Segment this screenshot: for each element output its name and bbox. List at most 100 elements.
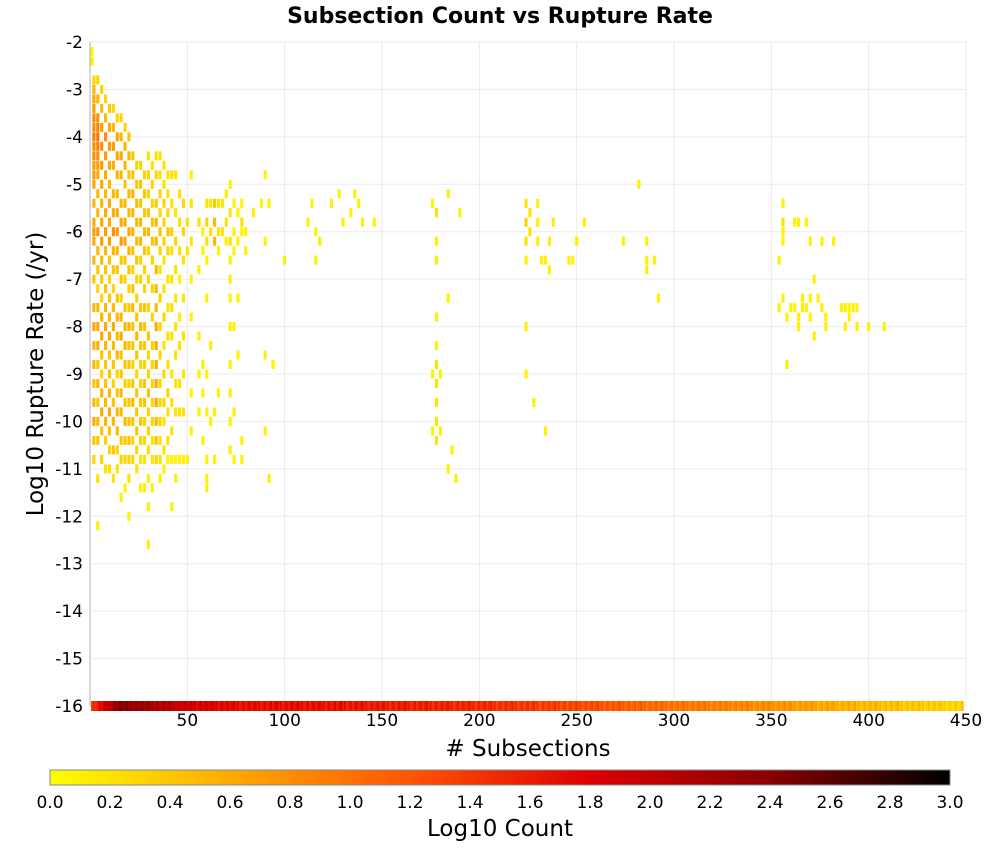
heatmap-cell — [92, 217, 96, 227]
heatmap-cell — [104, 170, 108, 180]
baseline-cell — [462, 701, 466, 711]
heatmap-cell — [185, 217, 189, 227]
baseline-cell — [416, 701, 419, 711]
heatmap-cell — [146, 274, 150, 284]
heatmap-cell — [135, 464, 139, 474]
baseline-cell — [641, 701, 645, 711]
heatmap-cell — [107, 103, 112, 113]
baseline-cell — [392, 701, 396, 711]
heatmap-cell — [458, 208, 462, 218]
baseline-cell — [221, 701, 224, 711]
baseline-cell — [254, 701, 258, 711]
heatmap-cell — [142, 397, 147, 407]
heatmap-cell — [232, 227, 236, 237]
heatmap-cell — [127, 435, 131, 445]
heatmap-cell — [119, 369, 123, 379]
baseline-cell — [780, 701, 783, 711]
heatmap-cell — [847, 303, 851, 313]
heatmap-cell — [92, 113, 96, 123]
heatmap-cell — [263, 236, 267, 246]
heatmap-cell — [127, 473, 131, 483]
heatmap-cell — [154, 454, 158, 464]
baseline-cell — [384, 701, 388, 711]
baseline-cell — [937, 701, 941, 711]
baseline-cell — [725, 701, 729, 711]
baseline-cell — [316, 701, 320, 711]
heatmap-cell — [808, 312, 812, 322]
heatmap-cell — [162, 198, 166, 208]
heatmap-cell — [135, 160, 139, 170]
baseline-cell — [279, 701, 283, 711]
baseline-cell — [776, 701, 779, 711]
baseline-cell — [694, 701, 697, 711]
baseline-cell — [312, 701, 316, 711]
baseline-cell — [778, 701, 781, 711]
heatmap-cell — [240, 454, 244, 464]
baseline-cell — [127, 701, 131, 711]
baseline-cell — [96, 701, 100, 711]
heatmap-cell — [224, 189, 228, 199]
x-tick-label: 250 — [560, 711, 592, 731]
baseline-cell — [388, 701, 392, 711]
heatmap-cell — [96, 246, 100, 256]
heatmap-cell — [107, 122, 112, 132]
baseline-cell — [912, 701, 915, 711]
heatmap-cell — [146, 540, 150, 550]
heatmap-cell — [96, 473, 100, 483]
x-tick-label: 450 — [950, 711, 982, 731]
heatmap-cell — [131, 454, 135, 464]
heatmap-cell — [92, 160, 96, 170]
baseline-cell — [248, 701, 252, 711]
baseline-cell — [583, 701, 586, 711]
baseline-cell — [400, 701, 404, 711]
baseline-cell — [435, 701, 439, 711]
heatmap-cell — [135, 407, 139, 417]
heatmap-cell — [216, 246, 221, 256]
heatmap-cell — [446, 293, 450, 303]
heatmap-cell — [434, 312, 439, 322]
heatmap-cell — [127, 208, 131, 218]
heatmap-cell — [107, 198, 112, 208]
heatmap-cell — [310, 198, 314, 208]
baseline-cell — [371, 701, 374, 711]
heatmap-cell — [142, 303, 147, 313]
heatmap-cell — [92, 227, 96, 237]
baseline-cell — [114, 701, 117, 711]
y-tick-label: -6 — [66, 223, 83, 243]
heatmap-cell — [220, 227, 224, 237]
baseline-cell — [692, 701, 696, 711]
baseline-cell — [386, 701, 390, 711]
heatmap-cell — [314, 255, 318, 265]
heatmap-cell — [209, 198, 213, 208]
heatmap-cell — [228, 274, 232, 284]
baseline-cell — [503, 701, 507, 711]
heatmap-cell — [797, 322, 801, 332]
heatmap-cell — [150, 198, 154, 208]
heatmap-cell — [115, 407, 119, 417]
heatmap-cell — [839, 303, 843, 313]
heatmap-cell — [139, 217, 143, 227]
heatmap-cell — [781, 198, 785, 208]
baseline-cell — [959, 701, 962, 711]
heatmap-cell — [166, 208, 170, 218]
heatmap-cell — [139, 198, 143, 208]
baseline-cell — [497, 701, 501, 711]
baseline-cell — [661, 701, 664, 711]
heatmap-cell — [181, 369, 185, 379]
heatmap-cell — [524, 369, 528, 379]
heatmap-cell — [104, 227, 108, 237]
heatmap-cell — [181, 331, 185, 341]
heatmap-cell — [107, 331, 112, 341]
baseline-cell — [122, 701, 125, 711]
grid-lines — [90, 41, 967, 707]
baseline-cell — [198, 701, 201, 711]
heatmap-cell — [150, 416, 154, 426]
heatmap-cells — [90, 46, 886, 550]
heatmap-cell — [166, 360, 170, 370]
heatmap-cell — [123, 217, 127, 227]
baseline-cell — [542, 701, 546, 711]
heatmap-cell — [205, 473, 209, 483]
baseline-cell — [147, 701, 150, 711]
heatmap-cell — [92, 416, 96, 426]
heatmap-cell — [107, 464, 112, 474]
